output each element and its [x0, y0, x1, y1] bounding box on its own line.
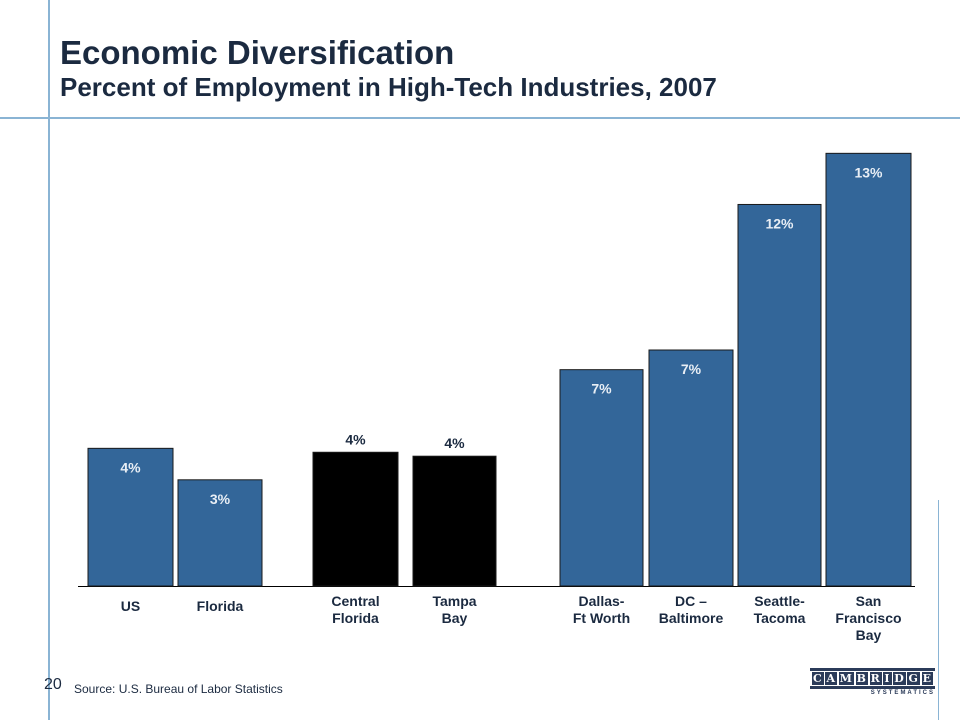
bar-1: [177, 479, 263, 587]
chart-title: Economic Diversification: [60, 34, 455, 71]
bar-6: [737, 203, 822, 587]
bar-5: [648, 349, 734, 587]
data-label-5: 7%: [681, 361, 702, 377]
vertical-rule: [48, 0, 50, 720]
source-note: Source: U.S. Bureau of Labor Statistics: [74, 682, 283, 696]
category-label-4: Dallas- Ft Worth: [572, 593, 631, 626]
logo-tagline: SYSTEMATICS: [870, 690, 935, 696]
chart-subtitle: Percent of Employment in High-Tech Indus…: [60, 72, 717, 102]
bar-7: [825, 152, 912, 587]
data-label-6: 12%: [765, 215, 794, 231]
horizontal-rule: [0, 117, 960, 119]
chart-title-block: Economic Diversification Percent of Empl…: [60, 34, 717, 102]
bar-0: [87, 447, 174, 587]
bar-4: [559, 369, 644, 587]
category-label-0: US: [120, 598, 141, 614]
data-label-2: 4%: [345, 431, 366, 447]
category-label-7: San Francisco Bay: [835, 593, 902, 643]
page-number: 20: [44, 676, 62, 693]
category-label-5: DC – Baltimore: [658, 593, 724, 626]
category-label-3: Tampa Bay: [432, 593, 477, 626]
data-label-3: 4%: [444, 435, 465, 451]
data-label-1: 3%: [210, 491, 231, 507]
right-rule: [938, 500, 939, 720]
category-label-2: Central Florida: [331, 593, 380, 626]
data-label-4: 7%: [591, 381, 612, 397]
bar-3: [412, 455, 497, 587]
bar-2: [312, 451, 399, 587]
data-label-0: 4%: [120, 459, 141, 475]
data-label-7: 13%: [854, 164, 883, 180]
category-label-1: Florida: [196, 598, 244, 614]
category-label-6: Seattle- Tacoma: [753, 593, 806, 626]
